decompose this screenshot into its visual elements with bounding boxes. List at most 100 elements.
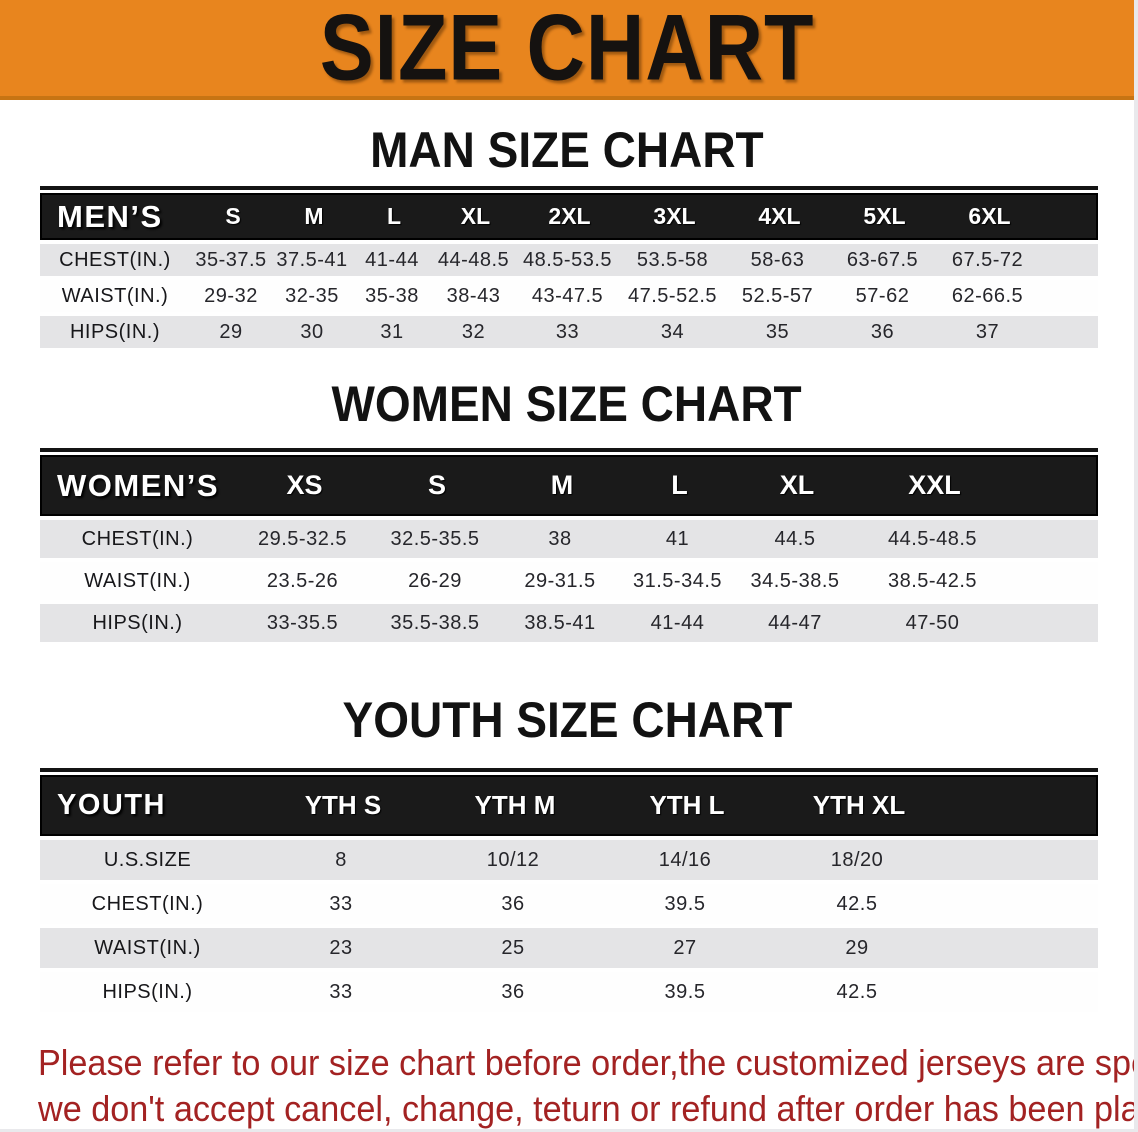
size-value: 58-63 (750, 248, 805, 271)
size-value: 31.5-34.5 (632, 569, 722, 592)
men-table-corner-label: MEN’S (57, 198, 163, 234)
size-value: 38.5-41 (524, 611, 596, 634)
men-column-header: 3XL (653, 203, 696, 229)
men-column-header: 4XL (758, 203, 801, 229)
youth-section-heading: YOUTH SIZE CHART (0, 694, 1134, 746)
women-column-header: XS (286, 470, 323, 500)
size-value: 31 (380, 320, 404, 343)
size-value: 33 (329, 980, 353, 1003)
size-value: 34.5-38.5 (750, 569, 840, 592)
size-value: 29 (219, 320, 243, 343)
size-value: 35 (765, 320, 790, 343)
youth-hips-row: HIPS(IN.) 33 36 39.5 42.5 (40, 972, 1098, 1012)
men-section-heading-text: MAN SIZE CHART (370, 122, 764, 178)
size-value: 10/12 (486, 848, 540, 871)
men-table-header-row: MEN’S S M L XL 2XL 3XL 4XL 5XL 6XL (40, 193, 1098, 240)
size-value: 41-44 (650, 611, 705, 634)
size-value: 25 (501, 936, 525, 959)
row-label: HIPS(IN.) (102, 980, 193, 1003)
women-waist-row: WAIST(IN.) 23.5-26 26-29 29-31.5 31.5-34… (40, 562, 1098, 600)
size-value: 36 (870, 320, 895, 343)
men-column-header: 5XL (863, 203, 906, 229)
row-label: HIPS(IN.) (92, 611, 183, 634)
size-value: 63-67.5 (846, 248, 919, 271)
row-label: CHEST(IN.) (81, 527, 194, 550)
size-value: 41 (665, 527, 690, 550)
size-value: 29 (845, 936, 869, 959)
youth-chest-row: CHEST(IN.) 33 36 39.5 42.5 (40, 884, 1098, 924)
disclaimer: Please refer to our size chart before or… (38, 1040, 1138, 1129)
size-value: 29.5-32.5 (257, 527, 347, 550)
men-waist-row: WAIST(IN.) 29-32 32-35 35-38 38-43 43-47… (40, 280, 1098, 312)
disclaimer-line-2: we don't accept cancel, change, teturn o… (38, 1088, 1138, 1129)
size-value: 32.5-35.5 (390, 527, 480, 550)
size-value: 29-31.5 (524, 569, 596, 592)
size-value: 29-32 (204, 284, 258, 307)
men-chest-row: CHEST(IN.) 35-37.5 37.5-41 41-44 44-48.5… (40, 244, 1098, 276)
size-value: 39.5 (664, 980, 706, 1003)
size-value: 26-29 (408, 569, 462, 592)
men-column-header: XL (460, 203, 491, 229)
women-size-table: WOMEN’S XS S M L XL XXL CHEST(IN.) 29.5-… (40, 448, 1098, 642)
size-value: 36 (501, 980, 525, 1003)
row-label: WAIST(IN.) (84, 569, 191, 592)
size-value: 37 (975, 320, 1000, 343)
size-value: 37.5-41 (276, 248, 348, 271)
youth-waist-row: WAIST(IN.) 23 25 27 29 (40, 928, 1098, 968)
men-size-table: MEN’S S M L XL 2XL 3XL 4XL 5XL 6XL CHEST… (40, 186, 1098, 348)
size-value: 67.5-72 (951, 248, 1024, 271)
size-value: 44.5-48.5 (887, 527, 977, 550)
row-label: WAIST(IN.) (94, 936, 201, 959)
size-value: 18/20 (830, 848, 884, 871)
size-value: 57-62 (855, 284, 910, 307)
youth-column-header: YTH L (649, 790, 725, 820)
size-value: 41-44 (365, 248, 419, 271)
size-value: 33-35.5 (266, 611, 339, 634)
size-value: 34 (660, 320, 685, 343)
women-hips-row: HIPS(IN.) 33-35.5 35.5-38.5 38.5-41 41-4… (40, 604, 1098, 642)
size-value: 8 (335, 848, 347, 871)
men-column-header: L (386, 203, 402, 229)
youth-column-header: YTH M (474, 790, 556, 820)
size-value: 48.5-53.5 (522, 248, 612, 271)
size-value: 44-48.5 (437, 248, 510, 271)
women-column-header: M (550, 470, 574, 500)
size-value: 42.5 (836, 980, 878, 1003)
row-label: HIPS(IN.) (69, 320, 161, 343)
disclaimer-line-1: Please refer to our size chart before or… (38, 1042, 1134, 1083)
size-value: 44.5 (774, 527, 816, 550)
size-value: 32 (461, 320, 486, 343)
men-column-header: S (225, 203, 241, 229)
size-value: 23 (329, 936, 353, 959)
women-column-header: L (671, 470, 688, 500)
size-value: 35-37.5 (195, 248, 267, 271)
women-table-header-row: WOMEN’S XS S M L XL XXL (40, 455, 1098, 516)
youth-section-heading-text: YOUTH SIZE CHART (342, 692, 792, 748)
banner: SIZE CHART (0, 0, 1134, 100)
banner-title: SIZE CHART (319, 0, 815, 100)
women-column-header: XL (779, 470, 815, 500)
men-column-header: 6XL (968, 203, 1011, 229)
women-table-corner-label: WOMEN’S (57, 467, 220, 503)
size-value: 47.5-52.5 (627, 284, 717, 307)
size-value: 33 (555, 320, 580, 343)
men-column-header: M (304, 203, 324, 229)
size-value: 38-43 (446, 284, 501, 307)
men-column-header: 2XL (548, 203, 591, 229)
men-hips-row: HIPS(IN.) 29 30 31 32 33 34 35 36 37 (40, 316, 1098, 348)
row-label: CHEST(IN.) (91, 892, 204, 915)
women-section-heading-text: WOMEN SIZE CHART (331, 376, 803, 432)
size-value: 42.5 (836, 892, 878, 915)
women-section-heading: WOMEN SIZE CHART (0, 378, 1134, 430)
size-value: 23.5-26 (266, 569, 339, 592)
size-value: 38.5-42.5 (887, 569, 977, 592)
size-value: 35-38 (365, 284, 419, 307)
size-value: 39.5 (664, 892, 706, 915)
size-value: 14/16 (658, 848, 712, 871)
size-value: 47-50 (905, 611, 960, 634)
youth-table-corner-label: YOUTH (57, 789, 166, 821)
size-value: 32-35 (285, 284, 339, 307)
size-value: 53.5-58 (636, 248, 709, 271)
size-value: 27 (673, 936, 697, 959)
